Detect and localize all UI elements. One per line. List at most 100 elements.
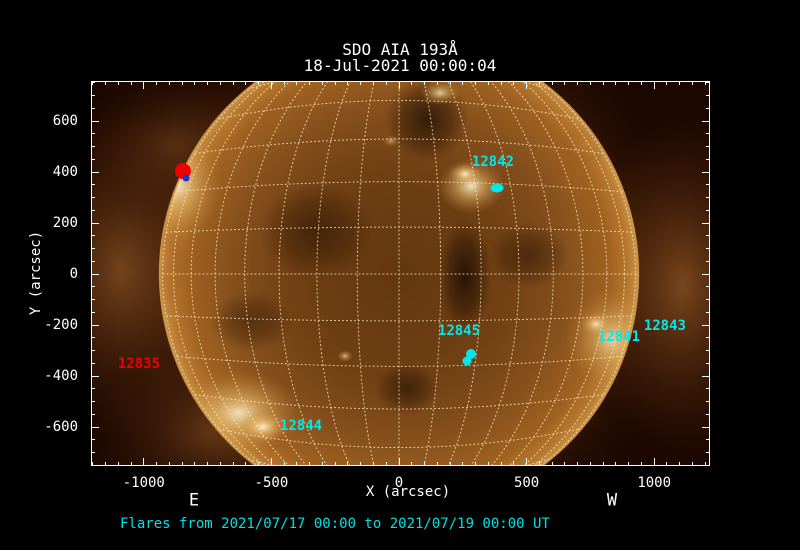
y-tick xyxy=(706,388,709,390)
y-tick xyxy=(92,95,95,96)
y-tick xyxy=(706,95,709,96)
coronal-holes xyxy=(209,82,569,415)
sun-disk-image xyxy=(92,82,709,465)
x-tick xyxy=(513,462,515,465)
y-tick xyxy=(92,146,95,147)
x-tick xyxy=(245,82,247,85)
x-tick xyxy=(640,462,642,465)
x-tick xyxy=(347,82,349,85)
y-tick xyxy=(702,222,709,224)
y-tick xyxy=(92,311,95,313)
y-tick xyxy=(702,120,709,122)
y-tick xyxy=(92,401,95,402)
x-tick xyxy=(564,82,566,85)
x-tick xyxy=(219,462,221,465)
x-tick xyxy=(398,82,400,89)
x-tick xyxy=(372,462,374,465)
y-tick-label: -600 xyxy=(44,419,78,435)
y-tick xyxy=(92,158,95,160)
limb-rim xyxy=(158,82,640,465)
x-tick xyxy=(334,462,336,465)
x-tick xyxy=(449,82,451,85)
y-tick xyxy=(92,337,95,339)
x-tick xyxy=(449,462,451,465)
y-tick xyxy=(92,426,99,428)
ar-label-12842: 12842 xyxy=(471,154,514,171)
y-tick xyxy=(92,107,95,109)
y-tick xyxy=(92,184,95,186)
x-tick xyxy=(475,462,477,465)
ar-label-12843: 12843 xyxy=(643,318,686,335)
x-tick xyxy=(487,82,489,85)
y-tick-label: -400 xyxy=(44,368,78,384)
x-tick xyxy=(130,462,132,465)
x-tick xyxy=(640,82,642,85)
x-tick xyxy=(168,462,170,465)
x-tick xyxy=(194,462,196,465)
y-tick xyxy=(706,82,709,84)
plot-title: SDO AIA 193Å xyxy=(342,40,458,59)
x-tick xyxy=(602,82,604,85)
x-tick xyxy=(283,82,285,85)
x-tick xyxy=(207,462,209,465)
x-tick xyxy=(309,82,311,85)
y-tick-label: 400 xyxy=(52,164,78,180)
x-tick xyxy=(538,462,540,465)
y-tick xyxy=(92,286,95,288)
y-tick xyxy=(92,235,95,237)
x-tick xyxy=(270,458,272,465)
x-tick xyxy=(551,82,553,85)
x-tick xyxy=(130,82,132,85)
x-tick xyxy=(538,82,540,85)
y-tick xyxy=(92,388,95,390)
y-tick xyxy=(92,375,99,377)
x-tick xyxy=(143,458,145,465)
x-tick xyxy=(143,82,145,89)
x-tick xyxy=(589,462,591,465)
y-tick xyxy=(706,452,709,453)
x-tick xyxy=(194,82,196,85)
x-tick xyxy=(398,458,400,465)
y-tick xyxy=(706,235,709,237)
x-tick xyxy=(232,82,234,85)
x-tick xyxy=(513,82,515,85)
y-tick xyxy=(706,197,709,198)
x-tick-label: 1000 xyxy=(637,475,672,491)
y-tick xyxy=(92,362,95,364)
y-tick xyxy=(92,197,95,198)
y-tick xyxy=(92,299,95,300)
x-tick xyxy=(704,82,706,85)
x-tick xyxy=(462,462,464,465)
x-tick xyxy=(436,462,438,465)
flare-interval-caption: Flares from 2021/07/17 00:00 to 2021/07/… xyxy=(120,516,550,532)
x-tick xyxy=(309,462,311,465)
x-tick xyxy=(577,462,579,465)
y-tick xyxy=(706,158,709,160)
x-tick xyxy=(156,462,158,465)
x-tick xyxy=(245,462,247,465)
y-tick xyxy=(706,248,709,249)
x-tick xyxy=(628,82,630,85)
y-tick xyxy=(702,426,709,428)
y-tick xyxy=(702,324,709,326)
y-tick xyxy=(92,273,99,275)
x-tick xyxy=(564,462,566,465)
x-tick xyxy=(615,82,617,85)
x-tick xyxy=(526,458,528,465)
y-tick xyxy=(92,439,95,441)
x-tick xyxy=(385,82,387,85)
y-tick xyxy=(92,120,99,122)
x-tick xyxy=(385,462,387,465)
y-tick xyxy=(706,337,709,339)
y-tick xyxy=(92,171,99,173)
y-tick xyxy=(706,107,709,109)
y-tick xyxy=(92,452,95,453)
y-tick-label: 200 xyxy=(52,215,78,231)
heliographic-grid xyxy=(160,82,638,465)
y-tick xyxy=(92,260,95,262)
x-tick xyxy=(615,462,617,465)
y-tick xyxy=(702,375,709,377)
x-tick xyxy=(666,82,668,85)
x-tick xyxy=(372,82,374,85)
y-tick xyxy=(706,413,709,415)
